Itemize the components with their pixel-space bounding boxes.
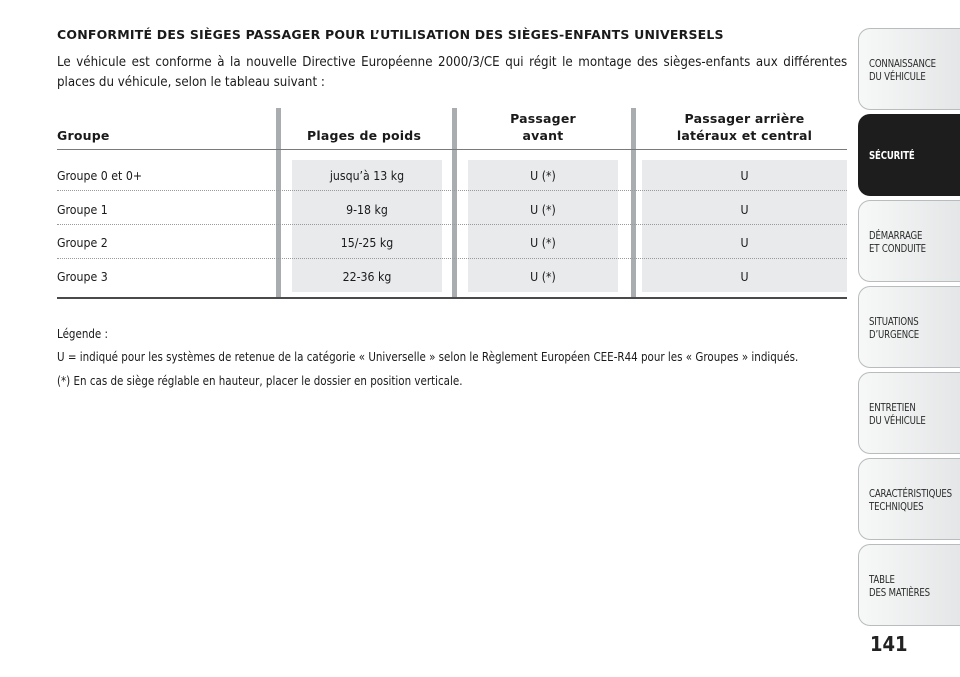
tab-securite[interactable]: SÉCURITÉ [858,114,960,196]
column-separator [452,108,457,298]
row-weight: 22-36 kg [342,269,392,284]
tab-situations[interactable]: SITUATIONS D’URGENCE [858,286,960,368]
tab-label: SÉCURITÉ [869,149,915,162]
tab-demarrage[interactable]: DÉMARRAGE ET CONDUITE [858,200,960,282]
legend-line-u: U = indiqué pour les systèmes de retenue… [57,350,799,364]
row-weight: 15/-25 kg [340,235,394,250]
row-weight: 9-18 kg [346,202,388,217]
row-front: U (*) [530,269,556,284]
tab-label: ENTRETIEN DU VÉHICULE [869,401,926,427]
row-rear: U [740,235,749,250]
tab-label: CONNAISSANCE DU VÉHICULE [869,57,936,83]
row-rear: U [740,202,749,217]
header-weight: Plages de poids [307,128,422,143]
tab-label: SITUATIONS D’URGENCE [869,315,920,341]
tab-label: TABLE DES MATIÈRES [869,573,930,599]
row-front: U (*) [530,202,556,217]
child-seat-table: Groupe Plages de poids Passager avant Pa… [57,108,847,301]
header-rule [57,149,847,150]
row-group: Groupe 3 [57,269,108,284]
tab-entretien[interactable]: ENTRETIEN DU VÉHICULE [858,372,960,454]
row-rear: U [740,168,749,183]
tab-connaissance[interactable]: CONNAISSANCE DU VÉHICULE [858,28,960,110]
section-heading: CONFORMITÉ DES SIÈGES PASSAGER POUR L’UT… [57,27,724,42]
header-front-passenger: Passager avant [510,111,576,143]
row-group: Groupe 0 et 0+ [57,168,143,183]
header-rear-passenger: Passager arrière latéraux et central [676,111,813,143]
column-separator [276,108,281,298]
tab-caracteristiques[interactable]: CARACTÉRISTIQUES TECHNIQUES [858,458,960,540]
row-divider [57,258,847,259]
row-group: Groupe 1 [57,202,108,217]
row-group: Groupe 2 [57,235,108,250]
tab-table-matieres[interactable]: TABLE DES MATIÈRES [858,544,960,626]
table-bottom-rule [57,297,847,299]
header-group: Groupe [57,128,110,143]
legend-line-note: (*) En cas de siège réglable en hauteur,… [57,374,463,388]
page-number: 141 [870,632,908,656]
rear-column-shade [642,160,847,292]
row-divider [57,224,847,225]
column-separator [631,108,636,298]
row-weight: jusqu’à 13 kg [329,168,405,183]
weight-column-shade [292,160,442,292]
row-rear: U [740,269,749,284]
tab-label: DÉMARRAGE ET CONDUITE [869,229,926,255]
row-front: U (*) [530,235,556,250]
row-front: U (*) [530,168,556,183]
row-divider [57,190,847,191]
front-column-shade [468,160,618,292]
legend-title: Légende : [57,327,109,341]
tab-label: CARACTÉRISTIQUES TECHNIQUES [869,487,952,513]
intro-paragraph: Le véhicule est conforme à la nouvelle D… [57,54,848,90]
